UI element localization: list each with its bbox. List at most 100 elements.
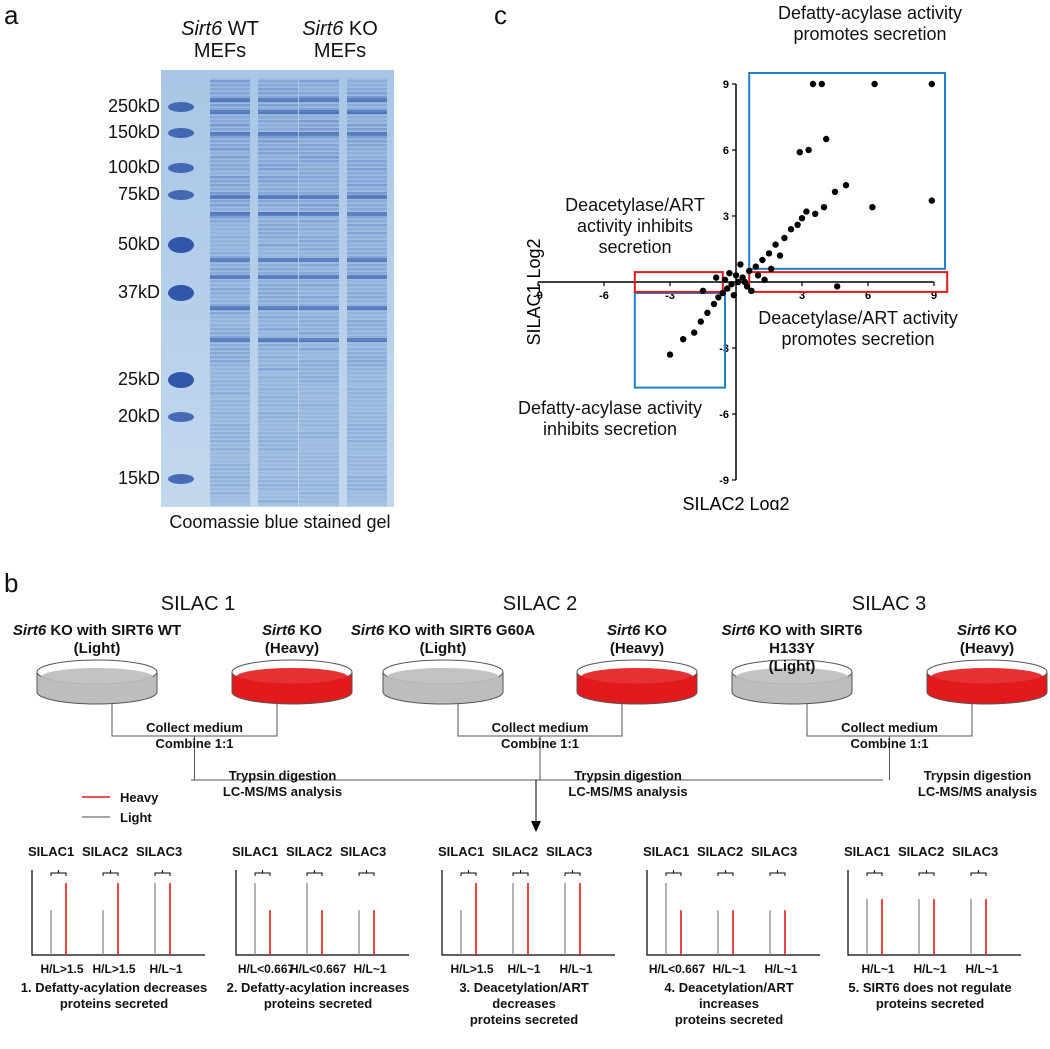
outcome-panel: SILAC1 SILAC2 SILAC3 H/L<0.667 H/L~1 H/L~1 4. …: [635, 840, 835, 1040]
ratio-label: H/L~1: [764, 962, 798, 976]
data-point: [928, 197, 935, 204]
right-band-box: [748, 271, 949, 293]
peak-header: SILAC2: [492, 844, 539, 859]
data-point: [834, 283, 841, 290]
data-point: [737, 261, 744, 268]
peak-header: SILAC3: [340, 844, 387, 859]
data-point: [787, 226, 795, 233]
y-tick-label: 6: [723, 145, 729, 157]
label-bottom-quadrant: Defatty-acylase activity inhibits secret…: [517, 398, 703, 439]
peak-header: SILAC1: [844, 844, 891, 859]
data-point: [741, 278, 748, 286]
outcome-panel: SILAC1 SILAC2 SILAC3 H/L<0.667 H/L<0.667 H/L~…: [224, 840, 424, 1040]
light-culture-dish: [382, 659, 504, 705]
label-right-band: Deacetylase/ART activity promotes secret…: [758, 308, 958, 349]
peak-header: SILAC3: [751, 844, 798, 859]
light-condition-label: Sirt6 KO with SIRT6 WT (Light): [12, 622, 182, 657]
data-point: [831, 188, 839, 195]
outcome-description: 2. Defatty-acylation increases proteins s…: [226, 980, 410, 1011]
gel-sample-ko: Sirt6 KO MEFs: [302, 18, 378, 62]
data-point: [730, 292, 737, 299]
data-point: [781, 234, 788, 242]
heavy-condition-label: Sirt6 KO (Heavy): [956, 622, 1018, 657]
peak-bracket: [918, 870, 935, 876]
collect-combine-step: Collect medium Combine 1:1: [841, 720, 938, 751]
gel-marker-label: 15kD: [117, 468, 160, 488]
peak-spectrum: [31, 870, 205, 956]
peak-header: SILAC1: [438, 844, 485, 859]
data-point: [715, 294, 722, 301]
light-culture-dish: [731, 659, 853, 705]
data-point: [869, 204, 876, 211]
gel-caption: Coomassie blue stained gel: [169, 512, 391, 532]
data-point: [809, 80, 817, 88]
data-point: [721, 276, 729, 283]
data-point: [776, 252, 784, 259]
outcome-description: 5. SIRT6 does not regulate proteins secre…: [848, 980, 1012, 1011]
outcome-panel: SILAC1 SILAC2 SILAC3 H/L>1.5 H/L~1 H/L~1 3. De…: [430, 840, 630, 1040]
silac-experiment-title: SILAC 2: [502, 593, 578, 615]
panel-letter-c: c: [494, 0, 507, 30]
y-tick-label: 9: [723, 79, 729, 91]
legend-heavy-label: Heavy: [120, 790, 159, 805]
data-point: [794, 221, 801, 228]
peak-bracket: [50, 870, 67, 876]
ratio-label: H/L~1: [149, 962, 183, 976]
data-point: [732, 272, 740, 279]
gel-marker-label: 50kD: [117, 234, 160, 254]
peak-header: SILAC3: [136, 844, 183, 859]
peak-bracket: [769, 870, 786, 876]
peak-bracket: [970, 870, 987, 876]
label-left-band: Deacetylase/ART activity inhibits secret…: [565, 195, 705, 257]
data-point: [818, 80, 825, 88]
ratio-label: H/L>1.5: [92, 962, 136, 976]
coomassie-gel-image: [161, 70, 394, 507]
peak-header: SILAC1: [28, 844, 75, 859]
data-point: [746, 267, 753, 275]
data-point: [759, 256, 766, 264]
light-condition-label: Sirt6 KO with SIRT6 H133Y (Light): [721, 622, 863, 675]
data-point: [699, 287, 707, 294]
peak-bracket: [866, 870, 883, 876]
data-point: [798, 215, 806, 222]
light-condition-label: Sirt6 KO with SIRT6 G60A (Light): [350, 622, 536, 657]
data-point: [752, 263, 759, 270]
ratio-label: H/L>1.5: [40, 962, 84, 976]
light-culture-dish: [36, 659, 158, 705]
data-point: [761, 276, 768, 283]
gel-sample-wt: Sirt6 WT MEFs: [181, 18, 259, 62]
data-point: [796, 149, 803, 156]
data-point: [726, 270, 733, 277]
merge-arrow: [531, 821, 541, 832]
silac-experiment-title: SILAC 3: [851, 593, 927, 615]
x-tick-label: -9: [533, 290, 543, 302]
gel-marker-label: 25kD: [117, 369, 160, 389]
peak-bracket: [358, 870, 375, 876]
trypsin-lcms-step: Trypsin digestion LC-MS/MS analysis: [222, 768, 343, 799]
peak-bracket: [254, 870, 271, 876]
heavy-culture-dish: [926, 659, 1048, 705]
data-point: [704, 309, 711, 316]
data-point: [697, 318, 704, 325]
y-tick-label: 3: [723, 211, 729, 223]
peak-header: SILAC1: [232, 844, 279, 859]
y-tick-label: -9: [719, 475, 729, 487]
outcome-description: 3. Deacetylation/ART decreases proteins se…: [459, 980, 589, 1027]
x-tick-label: 9: [931, 290, 937, 302]
outcome-panel: SILAC1 SILAC2 SILAC3 H/L~1 H/L~1 H/L~1 5. SIRT…: [836, 840, 1036, 1040]
x-tick-label: 6: [865, 290, 871, 302]
outcome-panel: SILAC1 SILAC2 SILAC3 H/L>1.5 H/L>1.5 H/L~1 1. …: [20, 840, 220, 1040]
data-point: [871, 80, 878, 88]
data-point: [748, 287, 755, 294]
outcome-description: 4. Deacetylation/ART increases proteins se…: [664, 980, 794, 1027]
x-tick-label: -3: [665, 290, 675, 302]
gel-marker-label: 100kD: [107, 157, 160, 177]
peak-bracket: [460, 870, 477, 876]
peak-bracket: [154, 870, 171, 876]
peak-header: SILAC2: [898, 844, 945, 859]
collect-combine-step: Collect medium Combine 1:1: [146, 720, 243, 751]
peak-spectrum: [847, 870, 1021, 956]
y-tick-label: -6: [719, 409, 729, 421]
x-axis-label: SILAC2 Log2: [682, 494, 789, 510]
